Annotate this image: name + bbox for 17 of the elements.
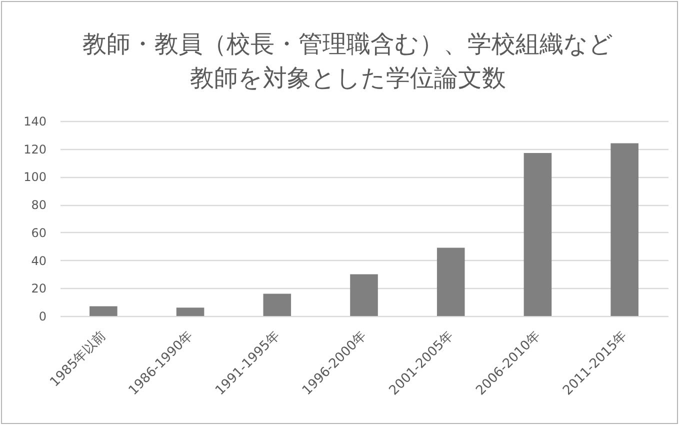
y-tick-label: 80	[31, 198, 46, 212]
bar	[263, 294, 292, 316]
y-tick-label: 120	[24, 142, 46, 156]
y-tick-label: 60	[31, 226, 46, 240]
y-tick-label: 0	[38, 310, 46, 324]
y-tick-label: 100	[24, 170, 46, 184]
bar	[90, 306, 118, 316]
bar	[610, 143, 638, 316]
y-tick-label: 140	[24, 114, 46, 128]
y-tick-label: 20	[31, 282, 46, 296]
chart-title: 教師・教員（校長・管理職含む）、学校組織など	[82, 30, 614, 58]
bar	[436, 248, 465, 316]
bar	[524, 153, 552, 316]
y-tick-label: 40	[31, 254, 46, 268]
chart-subtitle: 教師を対象とした学位論文数	[190, 64, 506, 92]
bar	[350, 274, 378, 316]
bar	[176, 308, 204, 316]
